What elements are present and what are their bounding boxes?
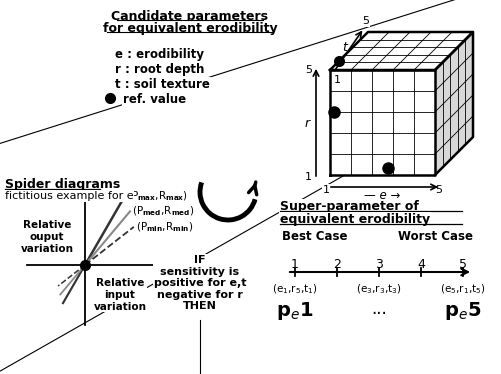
Text: equivalent erodibility: equivalent erodibility (280, 213, 430, 226)
Text: Relative
ouput
variation: Relative ouput variation (21, 220, 74, 254)
Text: Worst Case: Worst Case (398, 230, 473, 243)
Text: t : soil texture: t : soil texture (115, 78, 210, 91)
Text: 3: 3 (375, 258, 383, 271)
Text: 2: 2 (333, 258, 341, 271)
Text: 1: 1 (334, 75, 341, 85)
Text: (P$_{\mathbf{max}}$,R$_{\mathbf{max}}$): (P$_{\mathbf{max}}$,R$_{\mathbf{max}}$) (127, 189, 188, 202)
Text: Relative
input
variation: Relative input variation (94, 278, 146, 312)
Text: (e$_1$,r$_5$,t$_1$): (e$_1$,r$_5$,t$_1$) (272, 282, 318, 295)
Text: Candidate parameters: Candidate parameters (112, 10, 269, 23)
Text: 5: 5 (363, 16, 370, 26)
Text: Best Case: Best Case (282, 230, 348, 243)
Text: (P$_{\mathbf{med}}$,R$_{\mathbf{med}}$): (P$_{\mathbf{med}}$,R$_{\mathbf{med}}$) (132, 205, 194, 218)
Text: t: t (343, 40, 347, 53)
Text: IF
sensitivity is
positive for e,t
negative for r
THEN: IF sensitivity is positive for e,t negat… (154, 255, 246, 312)
Text: 5: 5 (459, 258, 467, 271)
Text: 4: 4 (417, 258, 425, 271)
Text: r : root depth: r : root depth (115, 63, 204, 76)
Text: (P$_{\mathbf{min}}$,R$_{\mathbf{min}}$): (P$_{\mathbf{min}}$,R$_{\mathbf{min}}$) (136, 220, 193, 234)
Text: r: r (305, 116, 310, 129)
Text: 1: 1 (291, 258, 299, 271)
Text: 5: 5 (435, 185, 442, 195)
Text: e : erodibility: e : erodibility (115, 48, 204, 61)
Text: Super-parameter of: Super-parameter of (280, 200, 419, 213)
Text: 1: 1 (305, 172, 312, 182)
Text: ref. value: ref. value (123, 93, 186, 106)
Text: p$_e$5: p$_e$5 (444, 300, 481, 322)
Text: 5: 5 (305, 65, 312, 75)
Text: — e →: — e → (364, 189, 400, 202)
Text: fictitious example for e: fictitious example for e (5, 191, 134, 201)
Text: (e$_3$,r$_3$,t$_3$): (e$_3$,r$_3$,t$_3$) (356, 282, 402, 295)
Text: p$_e$1: p$_e$1 (277, 300, 314, 322)
Text: ...: ... (371, 300, 387, 318)
Text: 1: 1 (323, 185, 330, 195)
Text: (e$_5$,r$_1$,t$_5$): (e$_5$,r$_1$,t$_5$) (440, 282, 486, 295)
Text: Spider diagrams: Spider diagrams (5, 178, 120, 191)
Polygon shape (435, 32, 473, 175)
Polygon shape (330, 32, 473, 70)
Text: for equivalent erodibility: for equivalent erodibility (103, 22, 278, 35)
Polygon shape (330, 70, 435, 175)
